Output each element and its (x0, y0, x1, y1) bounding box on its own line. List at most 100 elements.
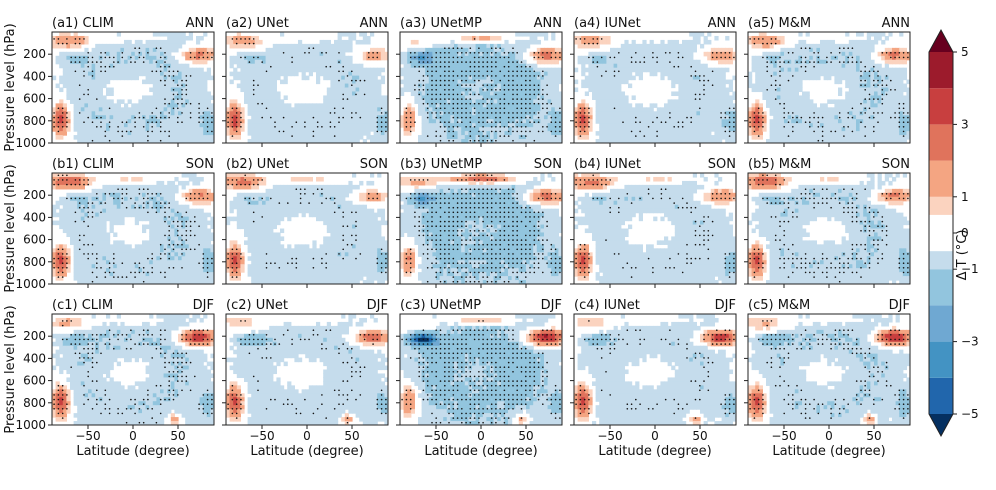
heatmap-cell (174, 123, 179, 128)
heatmap-cell (518, 103, 523, 108)
heatmap-cell (403, 71, 408, 77)
heatmap-cell (439, 111, 444, 116)
heatmap-cell (425, 47, 430, 53)
heatmap-cell (206, 131, 211, 136)
heatmap-cell (152, 107, 157, 112)
heatmap-cell (80, 115, 85, 120)
significance-dot (473, 65, 476, 68)
significance-dot (478, 139, 480, 142)
heatmap-cell (62, 71, 67, 77)
significance-dot (426, 70, 429, 73)
heatmap-cell (602, 71, 607, 77)
heatmap-cell (584, 123, 589, 128)
heatmap-cell (656, 127, 661, 132)
heatmap-cell (192, 91, 197, 97)
heatmap-cell (703, 127, 708, 132)
heatmap-cell (540, 127, 545, 132)
significance-dot (716, 56, 718, 59)
significance-dot (473, 139, 476, 142)
heatmap-cell (606, 67, 611, 73)
heatmap-cell (145, 43, 150, 49)
heatmap-cell (298, 59, 303, 65)
significance-dot (490, 79, 493, 82)
heatmap-cell (362, 119, 367, 124)
heatmap-cell (124, 39, 129, 45)
heatmap-cell (584, 103, 589, 108)
heatmap-cell (685, 127, 690, 132)
heatmap-cell (276, 43, 281, 49)
heatmap-cell (59, 32, 64, 37)
heatmap-cell (475, 59, 480, 65)
heatmap-cell (106, 91, 111, 97)
heatmap-cell (185, 55, 190, 61)
significance-dot (579, 121, 582, 123)
heatmap-cell (185, 79, 190, 85)
heatmap-cell (59, 119, 64, 124)
heatmap-cell (127, 71, 132, 77)
heatmap-cell (283, 139, 288, 143)
heatmap-cell (352, 131, 357, 136)
heatmap-cell (203, 135, 208, 140)
heatmap-cell (160, 135, 165, 140)
heatmap-cell (692, 39, 697, 45)
heatmap-cell (127, 127, 132, 132)
heatmap-cell (247, 71, 252, 77)
significance-dot (431, 56, 433, 59)
heatmap-cell (134, 47, 139, 53)
heatmap-cell (236, 83, 241, 89)
heatmap-cell (425, 127, 430, 132)
heatmap-cell (472, 67, 477, 73)
significance-dot (639, 130, 641, 133)
heatmap-cell (247, 107, 252, 112)
heatmap-cell (540, 123, 545, 128)
heatmap-cell (439, 127, 444, 132)
heatmap-cell (721, 67, 726, 73)
heatmap-cell (254, 83, 259, 89)
heatmap-cell (667, 99, 672, 104)
heatmap-cell (508, 55, 513, 61)
heatmap-cell (588, 63, 593, 69)
heatmap-cell (109, 135, 114, 140)
heatmap-cell (689, 99, 694, 104)
heatmap-cell (330, 99, 335, 104)
heatmap-cell (373, 123, 378, 128)
significance-dot (376, 116, 379, 119)
heatmap-cell (196, 139, 201, 143)
heatmap-cell (526, 135, 531, 140)
heatmap-cell (287, 51, 292, 57)
heatmap-cell (174, 135, 179, 140)
significance-dot (422, 56, 425, 59)
heatmap-cell (160, 67, 165, 73)
significance-dot (486, 70, 489, 73)
heatmap-cell (149, 119, 154, 124)
significance-dot (537, 116, 540, 119)
significance-dot (533, 102, 536, 105)
heatmap-cell (631, 59, 636, 65)
heatmap-cell (152, 67, 157, 73)
heatmap-cell (366, 95, 371, 100)
heatmap-cell (233, 75, 238, 81)
heatmap-cell (610, 83, 615, 89)
heatmap-cell (298, 135, 303, 140)
heatmap-cell (624, 123, 629, 128)
heatmap-cell (674, 63, 679, 69)
heatmap-cell (185, 115, 190, 120)
significance-dot (503, 98, 506, 100)
heatmap-cell (352, 91, 357, 97)
heatmap-cell (475, 67, 480, 73)
significance-dot (469, 135, 472, 137)
heatmap-cell (206, 95, 211, 100)
heatmap-cell (59, 115, 64, 120)
heatmap-cell (436, 131, 441, 136)
heatmap-cell (468, 131, 473, 136)
heatmap-cell (348, 32, 353, 37)
heatmap-cell (529, 71, 534, 77)
heatmap-cell (287, 107, 292, 112)
heatmap-cell (355, 71, 360, 77)
heatmap-cell (718, 131, 723, 136)
heatmap-cell (407, 79, 412, 85)
heatmap-cell (536, 75, 541, 81)
heatmap-cell (428, 139, 433, 143)
heatmap-cell (55, 59, 60, 65)
significance-dot (312, 116, 315, 119)
